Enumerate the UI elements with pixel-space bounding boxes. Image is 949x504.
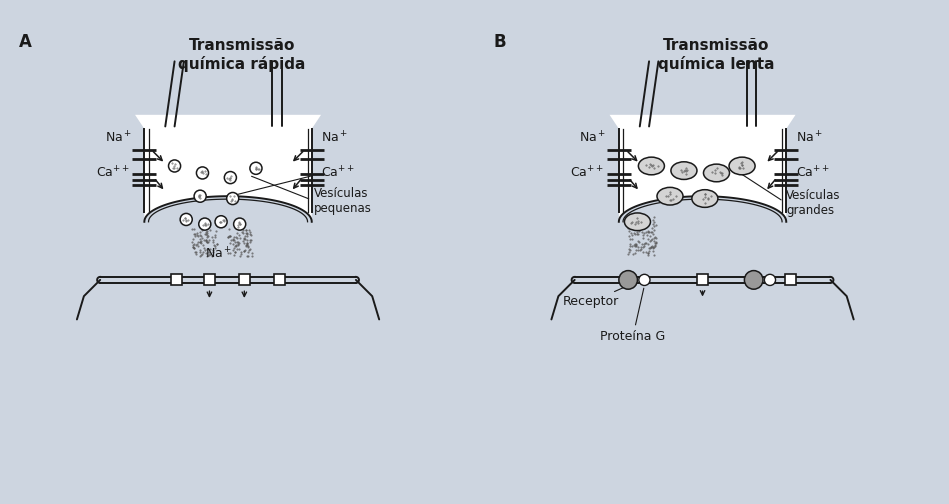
Ellipse shape (639, 157, 664, 175)
Circle shape (227, 193, 239, 205)
Text: B: B (493, 33, 506, 51)
Text: Na$^+$: Na$^+$ (104, 131, 132, 146)
Ellipse shape (671, 162, 697, 179)
Bar (786, 274, 796, 285)
Text: Vesículas
grandes: Vesículas grandes (742, 174, 841, 217)
Text: Ca$^{++}$: Ca$^{++}$ (96, 165, 129, 180)
Ellipse shape (729, 157, 755, 175)
Circle shape (639, 274, 650, 285)
Circle shape (764, 274, 775, 285)
Polygon shape (135, 115, 321, 222)
Text: Ca$^{++}$: Ca$^{++}$ (570, 165, 604, 180)
Text: Na$^+$: Na$^+$ (321, 131, 348, 146)
Circle shape (195, 190, 206, 202)
Text: Proteína G: Proteína G (600, 288, 665, 343)
Text: Receptor: Receptor (563, 287, 625, 308)
Text: Na$^+$: Na$^+$ (795, 131, 823, 146)
Circle shape (250, 162, 262, 174)
Ellipse shape (703, 164, 730, 182)
Bar (273, 274, 285, 285)
Text: Na$^+$: Na$^+$ (579, 131, 606, 146)
Text: Vesículas
pequenas: Vesículas pequenas (251, 176, 372, 215)
Ellipse shape (657, 187, 683, 205)
Text: Na$^+$: Na$^+$ (205, 246, 233, 262)
Circle shape (619, 271, 638, 289)
Bar (239, 274, 250, 285)
Text: Ca$^{++}$: Ca$^{++}$ (795, 165, 829, 180)
Text: Transmissão
química lenta: Transmissão química lenta (659, 38, 774, 72)
Bar (697, 274, 708, 285)
Polygon shape (609, 115, 795, 222)
Circle shape (215, 216, 227, 228)
Ellipse shape (692, 190, 717, 207)
Circle shape (744, 271, 763, 289)
Circle shape (198, 218, 211, 230)
Circle shape (169, 160, 180, 172)
Circle shape (233, 218, 246, 230)
Circle shape (224, 171, 236, 183)
Circle shape (196, 167, 209, 179)
Text: A: A (19, 33, 31, 51)
Circle shape (180, 213, 193, 225)
Ellipse shape (624, 213, 650, 231)
Text: Ca$^{++}$: Ca$^{++}$ (321, 165, 355, 180)
Bar (204, 274, 215, 285)
Bar (172, 274, 182, 285)
Text: Transmissão
química rápida: Transmissão química rápida (178, 38, 306, 72)
